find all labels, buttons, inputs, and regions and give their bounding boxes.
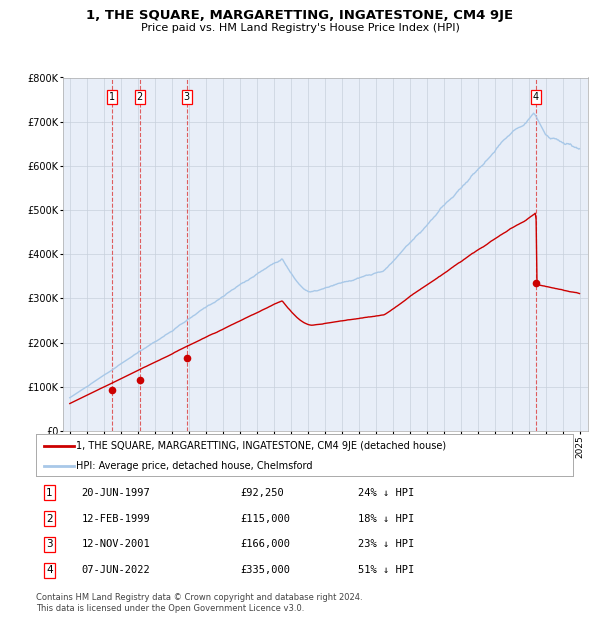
Text: 24% ↓ HPI: 24% ↓ HPI	[358, 487, 415, 498]
Text: 07-JUN-2022: 07-JUN-2022	[82, 565, 151, 575]
Text: Contains HM Land Registry data © Crown copyright and database right 2024.: Contains HM Land Registry data © Crown c…	[36, 593, 362, 603]
Text: 2: 2	[137, 92, 143, 102]
Text: Price paid vs. HM Land Registry's House Price Index (HPI): Price paid vs. HM Land Registry's House …	[140, 23, 460, 33]
Text: £92,250: £92,250	[240, 487, 284, 498]
Text: 12-NOV-2001: 12-NOV-2001	[82, 539, 151, 549]
Text: HPI: Average price, detached house, Chelmsford: HPI: Average price, detached house, Chel…	[76, 461, 313, 471]
Text: 2: 2	[46, 513, 53, 523]
Text: £335,000: £335,000	[240, 565, 290, 575]
Text: 18% ↓ HPI: 18% ↓ HPI	[358, 513, 415, 523]
Text: 1: 1	[46, 487, 53, 498]
Text: 3: 3	[184, 92, 190, 102]
Text: 20-JUN-1997: 20-JUN-1997	[82, 487, 151, 498]
Text: £115,000: £115,000	[240, 513, 290, 523]
Text: 1, THE SQUARE, MARGARETTING, INGATESTONE, CM4 9JE: 1, THE SQUARE, MARGARETTING, INGATESTONE…	[86, 9, 514, 22]
Text: 4: 4	[533, 92, 539, 102]
Text: 1: 1	[109, 92, 115, 102]
Text: 51% ↓ HPI: 51% ↓ HPI	[358, 565, 415, 575]
Text: 12-FEB-1999: 12-FEB-1999	[82, 513, 151, 523]
Text: £166,000: £166,000	[240, 539, 290, 549]
Text: This data is licensed under the Open Government Licence v3.0.: This data is licensed under the Open Gov…	[36, 604, 304, 613]
Text: 3: 3	[46, 539, 53, 549]
Text: 23% ↓ HPI: 23% ↓ HPI	[358, 539, 415, 549]
Text: 4: 4	[46, 565, 53, 575]
Text: 1, THE SQUARE, MARGARETTING, INGATESTONE, CM4 9JE (detached house): 1, THE SQUARE, MARGARETTING, INGATESTONE…	[76, 441, 446, 451]
